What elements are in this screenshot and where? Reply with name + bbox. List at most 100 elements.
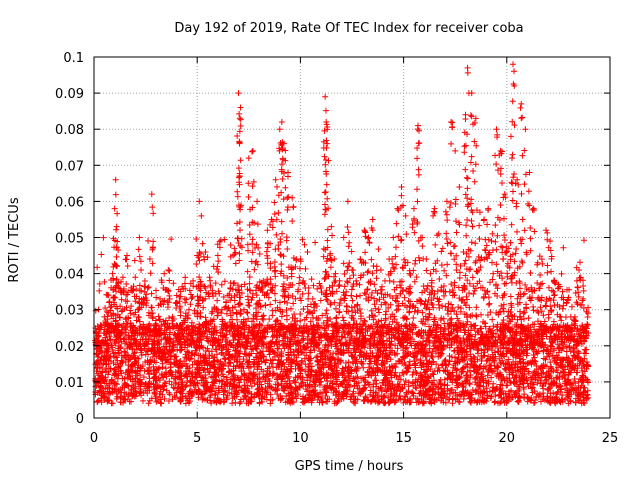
data-point-background	[556, 376, 563, 383]
data-point-background	[199, 396, 206, 403]
data-point-background	[482, 323, 489, 330]
data-point-background	[488, 374, 495, 381]
data-point-background	[266, 351, 273, 358]
data-point-background	[367, 391, 374, 398]
data-point-background	[153, 294, 160, 301]
data-point-background	[141, 283, 148, 290]
data-point-background	[141, 278, 148, 285]
data-point-background	[414, 307, 421, 314]
data-point-background	[409, 350, 416, 357]
data-point-background	[149, 353, 156, 360]
data-point-background	[495, 392, 502, 399]
data-point-background	[508, 387, 515, 394]
data-point-background	[356, 352, 363, 359]
data-point-background	[490, 323, 497, 330]
data-point-background	[385, 400, 392, 407]
data-point-background	[200, 304, 207, 311]
data-point-background	[256, 250, 263, 257]
data-point-background	[138, 267, 145, 274]
data-point-background	[181, 372, 188, 379]
data-point-background	[229, 400, 236, 407]
data-point-background	[530, 351, 537, 358]
data-point-background	[246, 325, 253, 332]
data-point-background	[328, 338, 335, 345]
data-point-background	[158, 336, 165, 343]
data-point-background	[548, 287, 555, 294]
data-point-background	[242, 346, 249, 353]
data-point-background	[214, 241, 221, 248]
data-point-background	[221, 278, 228, 285]
data-point-background	[574, 284, 581, 291]
data-point-background	[351, 399, 358, 406]
data-point-background	[131, 257, 138, 264]
data-point-background	[128, 284, 135, 291]
data-point-background	[410, 353, 417, 360]
data-point-background	[109, 389, 116, 396]
data-point-background	[169, 396, 176, 403]
data-point-background	[181, 280, 188, 287]
data-point-background	[268, 340, 275, 347]
data-point-background	[338, 357, 345, 364]
data-point-background	[360, 364, 367, 371]
data-point-background	[299, 337, 306, 344]
data-point-background	[104, 313, 111, 320]
data-point-background	[196, 387, 203, 394]
data-point-background	[428, 352, 435, 359]
data-point-background	[202, 314, 209, 321]
data-point-background	[310, 282, 317, 289]
data-point-background	[238, 283, 245, 290]
data-point-background	[253, 292, 260, 299]
data-point-background	[371, 281, 378, 288]
data-point-background	[304, 248, 311, 255]
data-point-background	[361, 377, 368, 384]
data-point-background	[399, 369, 406, 376]
data-point-background	[251, 380, 258, 387]
data-point-background	[370, 381, 377, 388]
data-point-background	[426, 311, 433, 318]
data-point-background	[419, 400, 426, 407]
data-point-background	[555, 388, 562, 395]
data-point-background	[307, 301, 314, 308]
data-point-background	[553, 367, 560, 374]
data-point-background	[149, 260, 156, 267]
data-point-background	[94, 398, 101, 405]
data-point-background	[409, 371, 416, 378]
data-points	[92, 61, 592, 407]
data-point-background	[94, 264, 101, 271]
data-point-background	[580, 282, 587, 289]
data-point-background	[553, 361, 560, 368]
data-point-background	[244, 310, 251, 317]
data-point-background	[182, 274, 189, 281]
data-point-background	[534, 318, 541, 325]
data-point-background	[345, 359, 352, 366]
data-point-background	[392, 253, 399, 260]
data-point-background	[289, 293, 296, 300]
data-point-background	[136, 318, 143, 325]
data-point-background	[177, 347, 184, 354]
data-point-background	[400, 353, 407, 360]
data-point-background	[566, 286, 573, 293]
data-point-background	[146, 256, 153, 263]
data-point-background	[427, 373, 434, 380]
data-point-background	[118, 296, 125, 303]
data-point-background	[229, 353, 236, 360]
data-point-background	[116, 314, 123, 321]
data-point-background	[334, 398, 341, 405]
data-point-background	[537, 271, 544, 278]
data-point-background	[134, 375, 141, 382]
data-point-background	[484, 372, 491, 379]
data-point-background	[558, 363, 565, 370]
data-point-background	[155, 313, 162, 320]
data-point-background	[583, 308, 590, 315]
data-point-background	[335, 283, 342, 290]
data-point-background	[470, 290, 477, 297]
data-point-background	[346, 383, 353, 390]
data-point-background	[488, 393, 495, 400]
data-point-background	[96, 287, 103, 294]
data-point-background	[343, 303, 350, 310]
data-point-background	[103, 308, 110, 315]
data-point-background	[581, 350, 588, 357]
data-point-background	[312, 239, 319, 246]
data-point-background	[443, 272, 450, 279]
data-point-background	[107, 353, 114, 360]
